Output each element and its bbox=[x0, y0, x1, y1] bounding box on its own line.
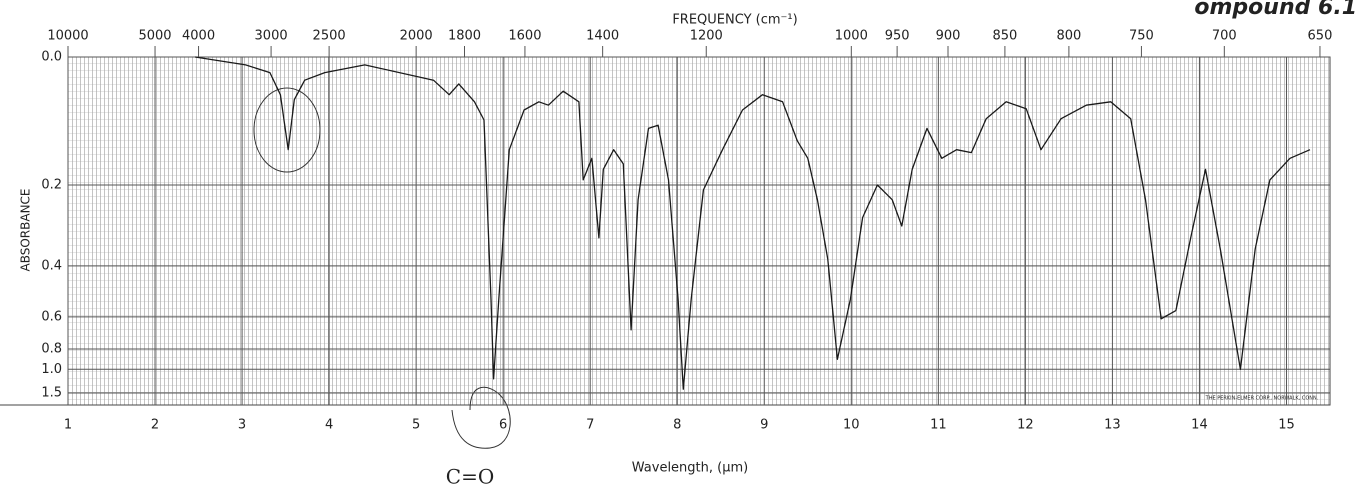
x-axis-label: Wavelength, (μm) bbox=[632, 461, 748, 476]
x2-tick-label: 4000 bbox=[182, 29, 215, 44]
x2-tick-label: 700 bbox=[1212, 29, 1237, 44]
x-tick-label: 1 bbox=[64, 418, 72, 433]
x2-tick-label: 800 bbox=[1056, 29, 1081, 44]
hand-loop bbox=[451, 386, 511, 449]
x-tick-label: 12 bbox=[1017, 418, 1034, 433]
x-tick-label: 5 bbox=[412, 418, 420, 433]
y-tick-label: 0.2 bbox=[41, 178, 62, 193]
x-tick-label: 13 bbox=[1104, 418, 1121, 433]
y-tick-label: 0.6 bbox=[41, 309, 62, 324]
x2-tick-label: 1600 bbox=[508, 29, 541, 44]
x2-tick-label: 850 bbox=[992, 29, 1017, 44]
corner-label: ompound 6.1 bbox=[1194, 0, 1357, 20]
y-tick-label: 0.0 bbox=[41, 50, 62, 65]
y-tick-label: 1.0 bbox=[41, 362, 62, 377]
x-tick-label: 15 bbox=[1278, 418, 1295, 433]
x-tick-label: 4 bbox=[325, 418, 333, 433]
x2-tick-label: 10000 bbox=[47, 29, 88, 44]
x-tick-label: 8 bbox=[673, 418, 681, 433]
x-tick-label: 2 bbox=[151, 418, 159, 433]
annotation: C=O bbox=[446, 465, 494, 488]
y-tick-label: 1.5 bbox=[41, 386, 62, 401]
x2-tick-label: 5000 bbox=[138, 29, 171, 44]
footer: THE PERKIN-ELMER CORP., NORWALK, CONN. bbox=[1205, 396, 1319, 402]
x-tick-label: 14 bbox=[1191, 418, 1208, 433]
x2-tick-label: 1800 bbox=[448, 29, 481, 44]
x2-tick-label: 900 bbox=[936, 29, 961, 44]
x-tick-label: 3 bbox=[238, 418, 246, 433]
x2-tick-label: 750 bbox=[1129, 29, 1154, 44]
spectrum-line bbox=[194, 56, 1311, 390]
x2-tick-label: 2000 bbox=[400, 29, 433, 44]
x-tick-label: 9 bbox=[760, 418, 768, 433]
y-axis-label: ABSORBANCE bbox=[19, 188, 33, 271]
x2-tick-label: 3000 bbox=[255, 29, 288, 44]
x2-tick-label: 2500 bbox=[313, 29, 346, 44]
x-tick-label: 10 bbox=[843, 418, 860, 433]
x2-tick-label: 1200 bbox=[690, 29, 723, 44]
x2-tick-label: 950 bbox=[885, 29, 910, 44]
x2-tick-label: 1400 bbox=[586, 29, 619, 44]
chart-title: FREQUENCY (cm⁻¹) bbox=[672, 13, 797, 28]
x-tick-label: 11 bbox=[930, 418, 947, 433]
y-tick-label: 0.8 bbox=[41, 341, 62, 356]
x2-tick-label: 1000 bbox=[835, 29, 868, 44]
x2-tick-label: 650 bbox=[1308, 29, 1333, 44]
hand-circle bbox=[253, 87, 321, 173]
x-tick-label: 7 bbox=[586, 418, 594, 433]
x-tick-label: 6 bbox=[499, 418, 507, 433]
y-tick-label: 0.4 bbox=[41, 258, 62, 273]
